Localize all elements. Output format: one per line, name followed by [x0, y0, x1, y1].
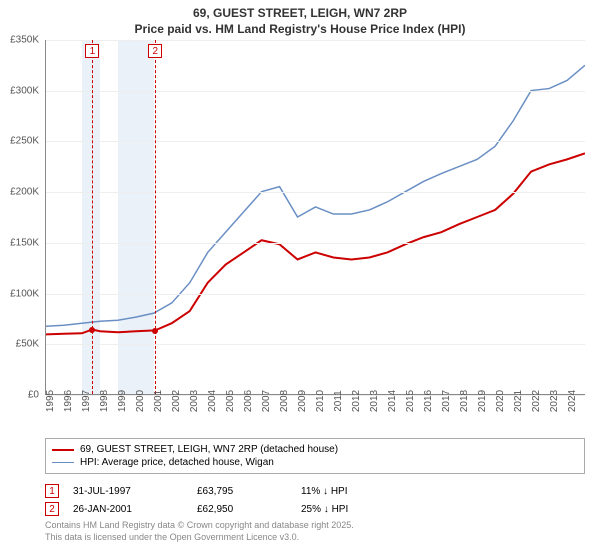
sale-row: 2 26-JAN-2001 £62,950 25% ↓ HPI — [45, 500, 585, 518]
x-tick-label: 1999 — [117, 390, 128, 412]
y-axis-labels: £0£50K£100K£150K£200K£250K£300K£350K — [0, 40, 42, 395]
x-tick-label: 2020 — [495, 390, 506, 412]
y-tick-label: £300K — [10, 85, 39, 96]
x-tick-label: 2015 — [405, 390, 416, 412]
y-tick-label: £100K — [10, 288, 39, 299]
gridline — [46, 192, 585, 193]
x-tick-label: 2007 — [261, 390, 272, 412]
x-tick-label: 2012 — [351, 390, 362, 412]
sale-price: £63,795 — [197, 486, 287, 497]
marker-box: 2 — [148, 44, 162, 58]
gridline — [46, 243, 585, 244]
sale-hpi: 11% ↓ HPI — [301, 486, 421, 497]
sale-date: 26-JAN-2001 — [73, 504, 183, 515]
x-tick-label: 2009 — [297, 390, 308, 412]
legend-item: HPI: Average price, detached house, Wiga… — [52, 456, 578, 469]
x-tick-label: 1996 — [63, 390, 74, 412]
x-tick-label: 2018 — [459, 390, 470, 412]
legend-item: 69, GUEST STREET, LEIGH, WN7 2RP (detach… — [52, 443, 578, 456]
legend-swatch — [52, 449, 74, 451]
marker-line — [92, 40, 93, 394]
y-tick-label: £50K — [16, 339, 39, 350]
x-tick-label: 2022 — [531, 390, 542, 412]
sale-price: £62,950 — [197, 504, 287, 515]
sale-hpi: 25% ↓ HPI — [301, 504, 421, 515]
x-tick-label: 2016 — [423, 390, 434, 412]
x-tick-label: 1995 — [45, 390, 56, 412]
x-tick-label: 2024 — [567, 390, 578, 412]
sale-marker-box: 1 — [45, 484, 59, 498]
gridline — [46, 40, 585, 41]
x-tick-label: 2013 — [369, 390, 380, 412]
footer-line-2: This data is licensed under the Open Gov… — [45, 532, 585, 544]
legend-swatch — [52, 462, 74, 463]
x-tick-label: 2005 — [225, 390, 236, 412]
chart-container: 69, GUEST STREET, LEIGH, WN7 2RP Price p… — [0, 0, 600, 560]
title-block: 69, GUEST STREET, LEIGH, WN7 2RP Price p… — [0, 0, 600, 39]
series-hpi — [46, 65, 585, 326]
x-tick-label: 2017 — [441, 390, 452, 412]
footer-line-1: Contains HM Land Registry data © Crown c… — [45, 520, 585, 532]
sales-table: 1 31-JUL-1997 £63,795 11% ↓ HPI 2 26-JAN-2001… — [45, 482, 585, 518]
y-tick-label: £200K — [10, 187, 39, 198]
x-tick-label: 2010 — [315, 390, 326, 412]
x-tick-label: 2006 — [243, 390, 254, 412]
title-line-2: Price paid vs. HM Land Registry's House … — [0, 22, 600, 38]
footer: Contains HM Land Registry data © Crown c… — [45, 520, 585, 543]
x-tick-label: 2003 — [189, 390, 200, 412]
title-line-1: 69, GUEST STREET, LEIGH, WN7 2RP — [0, 6, 600, 22]
gridline — [46, 294, 585, 295]
x-tick-label: 2001 — [153, 390, 164, 412]
x-axis-labels: 1995199619971998199920002001200220032004… — [45, 398, 585, 438]
legend: 69, GUEST STREET, LEIGH, WN7 2RP (detach… — [45, 438, 585, 474]
marker-line — [155, 40, 156, 394]
sale-point — [89, 327, 95, 333]
x-tick-label: 2000 — [135, 390, 146, 412]
marker-box: 1 — [85, 44, 99, 58]
sale-marker-box: 2 — [45, 502, 59, 516]
y-tick-label: £150K — [10, 237, 39, 248]
x-tick-label: 2014 — [387, 390, 398, 412]
line-svg — [46, 40, 585, 394]
x-tick-label: 2008 — [279, 390, 290, 412]
legend-label: 69, GUEST STREET, LEIGH, WN7 2RP (detach… — [80, 444, 338, 455]
x-tick-label: 2023 — [549, 390, 560, 412]
legend-label: HPI: Average price, detached house, Wiga… — [80, 457, 274, 468]
y-tick-label: £250K — [10, 136, 39, 147]
x-tick-label: 2011 — [333, 390, 344, 412]
x-tick-label: 2021 — [513, 390, 524, 412]
x-tick-label: 1998 — [99, 390, 110, 412]
plot-area: 12 — [45, 40, 585, 395]
x-tick-label: 2004 — [207, 390, 218, 412]
gridline — [46, 344, 585, 345]
y-tick-label: £350K — [10, 35, 39, 46]
sale-row: 1 31-JUL-1997 £63,795 11% ↓ HPI — [45, 482, 585, 500]
sale-point — [152, 328, 158, 334]
x-tick-label: 1997 — [81, 390, 92, 412]
x-tick-label: 2019 — [477, 390, 488, 412]
x-tick-label: 2002 — [171, 390, 182, 412]
gridline — [46, 141, 585, 142]
y-tick-label: £0 — [28, 390, 39, 401]
sale-date: 31-JUL-1997 — [73, 486, 183, 497]
gridline — [46, 91, 585, 92]
